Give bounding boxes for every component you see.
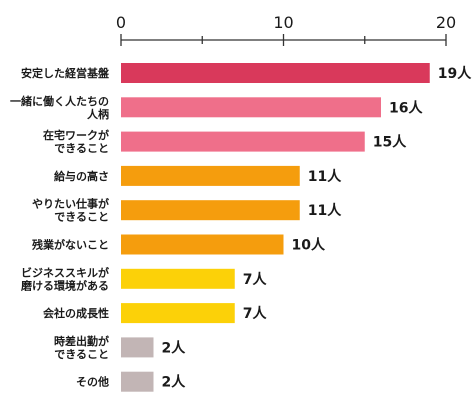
category-label: 給与の高さ (54, 169, 109, 183)
category-label: 残業がないこと (32, 238, 109, 252)
category-label: 時差出勤ができること (54, 334, 109, 361)
category-label: 在宅ワークができること (43, 128, 109, 155)
value-label: 7人 (243, 271, 268, 288)
x-tick-label: 20 (436, 13, 456, 32)
bar (121, 303, 235, 324)
category-labels: 安定した経営基盤一緒に働く人たちの人柄在宅ワークができること給与の高さやりたい仕… (10, 66, 110, 389)
category-label: 会社の成長性 (43, 306, 109, 320)
bar (121, 165, 300, 186)
value-label: 2人 (162, 339, 187, 356)
category-label: やりたい仕事ができること (32, 197, 109, 224)
value-label: 11人 (308, 168, 342, 185)
bar (121, 371, 154, 392)
bar (121, 337, 154, 358)
value-label: 11人 (308, 202, 342, 219)
value-labels: 19人 16人 15人 11人 11人 10人 7人 7人 2人 2人 (162, 65, 473, 391)
x-tick-label: 0 (116, 13, 126, 32)
x-axis: 0 10 20 (116, 13, 456, 46)
value-label: 10人 (292, 237, 326, 254)
x-tick-label: 10 (273, 13, 293, 32)
bar (121, 268, 235, 289)
value-label: 7人 (243, 305, 268, 322)
category-label: 安定した経営基盤 (21, 66, 110, 80)
bar (121, 97, 381, 118)
bar (121, 234, 284, 255)
category-label: ビジネススキルが磨ける環境がある (20, 265, 109, 292)
value-label: 16人 (389, 99, 423, 116)
value-label: 15人 (373, 134, 407, 151)
value-label: 2人 (162, 374, 187, 391)
category-label: その他 (76, 375, 109, 389)
bars (121, 63, 430, 392)
bar (121, 200, 300, 221)
bar (121, 63, 430, 83)
bar (121, 131, 365, 152)
value-label: 19人 (438, 65, 472, 82)
category-label: 一緒に働く人たちの人柄 (10, 94, 109, 121)
